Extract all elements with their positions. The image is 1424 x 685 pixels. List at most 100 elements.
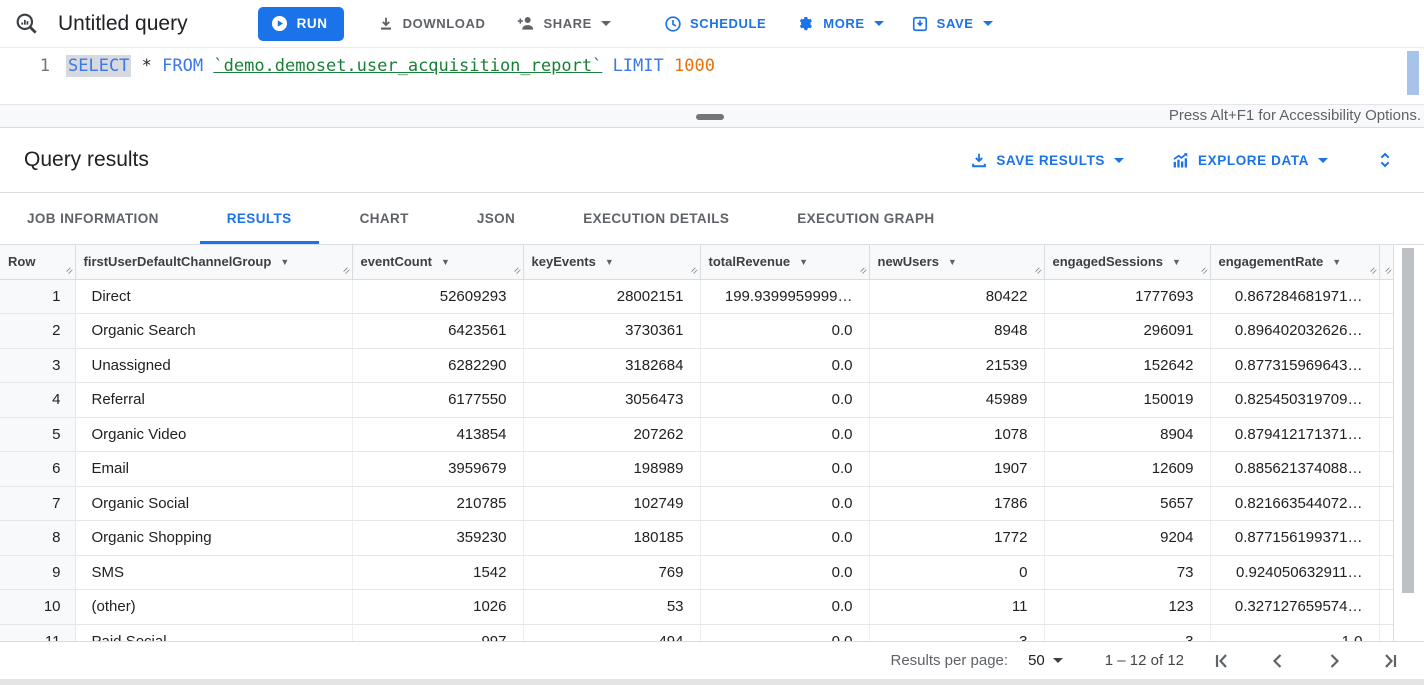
splitter-drag-handle[interactable]	[696, 114, 724, 120]
column-resize-handle[interactable]: =	[857, 264, 869, 278]
row-number-cell: 10	[0, 589, 76, 625]
data-cell: 3959679	[352, 451, 524, 487]
more-button[interactable]: MORE	[796, 14, 884, 34]
data-cell: 198989	[523, 451, 701, 487]
column-header-engagementrate[interactable]: engagementRate ▼ =	[1210, 245, 1380, 280]
schedule-button[interactable]: SCHEDULE	[663, 14, 766, 34]
column-resize-handle[interactable]: =	[1032, 264, 1044, 278]
column-resize-handle[interactable]: =	[340, 264, 352, 278]
share-caret-icon	[600, 21, 611, 26]
table-row: 10 (other) 1026 53 0.0 11 123 0.327127659574…	[0, 589, 1393, 625]
column-header-totalrevenue[interactable]: totalRevenue ▼ =	[700, 245, 870, 280]
query-title[interactable]: Untitled query	[58, 11, 188, 35]
sql-code-line[interactable]: SELECT * FROM `demo.demoset.user_acquisi…	[66, 55, 715, 77]
data-cell: Organic Search	[75, 313, 353, 349]
data-cell: 0.0	[700, 382, 870, 418]
column-menu-arrow-icon[interactable]: ▼	[1172, 256, 1181, 267]
query-results-header: Query results SAVE RESULTS	[0, 128, 1424, 193]
column-resize-handle[interactable]: =	[63, 264, 75, 278]
column-menu-arrow-icon[interactable]: ▼	[1332, 256, 1342, 267]
sql-editor[interactable]: 1 SELECT * FROM `demo.demoset.user_acqui…	[0, 48, 1424, 104]
data-cell: 80422	[869, 279, 1045, 314]
data-cell: 0.896402032626…	[1210, 313, 1380, 349]
row-number-cell: 1	[0, 279, 76, 314]
sql-limit-value: 1000	[674, 56, 715, 76]
data-cell: 6282290	[352, 348, 524, 383]
column-header-eventcount[interactable]: eventCount ▼ =	[352, 245, 524, 280]
tab-results[interactable]: RESULTS	[199, 193, 319, 244]
column-resize-handle[interactable]: =	[1367, 264, 1379, 278]
query-magnifier-icon	[16, 13, 37, 34]
page-size-select[interactable]: 50	[1028, 652, 1063, 669]
save-results-button[interactable]: SAVE RESULTS	[969, 150, 1125, 170]
editor-scrollbar[interactable]	[1407, 51, 1419, 95]
results-tabbar: JOB INFORMATION RESULTS CHART JSON EXECUTION…	[0, 193, 1424, 245]
row-number-cell: 8	[0, 520, 76, 556]
column-header-row[interactable]: Row =	[0, 245, 76, 280]
table-row: 3 Unassigned 6282290 3182684 0.0 21539 152642 0…	[0, 348, 1393, 383]
row-number-cell: 6	[0, 451, 76, 487]
first-page-button[interactable]	[1210, 649, 1234, 673]
column-menu-arrow-icon[interactable]: ▼	[280, 256, 290, 267]
column-label: firstUserDefaultChannelGroup	[83, 254, 272, 270]
run-button[interactable]: RUN	[257, 6, 344, 41]
column-menu-arrow-icon[interactable]: ▼	[604, 256, 614, 267]
data-cell: SMS	[75, 555, 353, 590]
tab-job-information[interactable]: JOB INFORMATION	[27, 211, 159, 226]
data-cell: 123	[1044, 589, 1211, 625]
data-cell: 997	[352, 624, 524, 641]
next-page-button[interactable]	[1322, 649, 1346, 673]
table-scrollbar-thumb[interactable]	[1402, 248, 1414, 593]
data-cell: Unassigned	[75, 348, 353, 383]
share-button[interactable]: SHARE	[515, 13, 611, 34]
download-button[interactable]: DOWNLOAD	[376, 14, 486, 34]
gear-icon	[800, 16, 813, 30]
previous-page-button[interactable]	[1266, 649, 1290, 673]
data-cell: 73	[1044, 555, 1211, 590]
column-menu-arrow-icon[interactable]: ▼	[947, 256, 957, 267]
data-cell: 210785	[352, 486, 524, 521]
filler-cell	[1379, 589, 1393, 625]
filler-cell	[1379, 382, 1393, 418]
filler-cell	[1379, 486, 1393, 521]
column-resize-handle[interactable]: =	[1198, 264, 1210, 278]
splitter-bar: Press Alt+F1 for Accessibility Options.	[0, 104, 1424, 128]
data-cell: 199.9399959999…	[700, 279, 870, 314]
data-cell: 1777693	[1044, 279, 1211, 314]
table-row: 9 SMS 1542 769 0.0 0 73 0.924050632911…	[0, 555, 1393, 590]
data-cell: 52609293	[352, 279, 524, 314]
column-resize-handle[interactable]: =	[688, 264, 700, 278]
save-button[interactable]: SAVE	[910, 14, 993, 34]
data-cell: 3182684	[523, 348, 701, 383]
data-cell: 0.877156199371…	[1210, 520, 1380, 556]
line-number: 1	[39, 56, 50, 76]
filler-cell	[1379, 279, 1393, 314]
tab-chart[interactable]: CHART	[359, 211, 409, 226]
column-menu-arrow-icon[interactable]: ▼	[799, 256, 809, 267]
data-cell: 769	[523, 555, 701, 590]
data-cell: 0.0	[700, 520, 870, 556]
expand-results-icon[interactable]	[1374, 149, 1396, 171]
tab-json[interactable]: JSON	[476, 211, 516, 226]
tab-execution-details[interactable]: EXECUTION DETAILS	[583, 211, 730, 226]
data-cell: 3	[869, 624, 1045, 641]
column-header-engagedsessions[interactable]: engagedSessions ▼ =	[1044, 245, 1211, 280]
last-page-button[interactable]	[1378, 649, 1402, 673]
column-menu-arrow-icon[interactable]: ▼	[441, 256, 450, 267]
data-cell: 152642	[1044, 348, 1211, 383]
column-label: eventCount	[360, 254, 433, 270]
play-icon	[271, 15, 287, 32]
column-header-keyevents[interactable]: keyEvents ▼ =	[523, 245, 701, 280]
column-resize-handle[interactable]: =	[511, 264, 523, 278]
filler-cell	[1379, 313, 1393, 349]
save-results-caret-icon	[1114, 157, 1125, 163]
column-header-firstuserdefaultchannelgroup[interactable]: firstUserDefaultChannelGroup ▼ =	[75, 245, 353, 280]
data-cell: 0.924050632911…	[1210, 555, 1380, 590]
data-cell: 1786	[869, 486, 1045, 521]
column-resize-handle[interactable]: =	[1381, 264, 1393, 278]
tab-execution-graph[interactable]: EXECUTION GRAPH	[797, 211, 935, 226]
column-header-newusers[interactable]: newUsers ▼ =	[869, 245, 1045, 280]
explore-data-button[interactable]: EXPLORE DATA	[1170, 150, 1328, 171]
data-cell: 0.879412171371…	[1210, 417, 1380, 452]
data-cell: 0.0	[700, 486, 870, 521]
